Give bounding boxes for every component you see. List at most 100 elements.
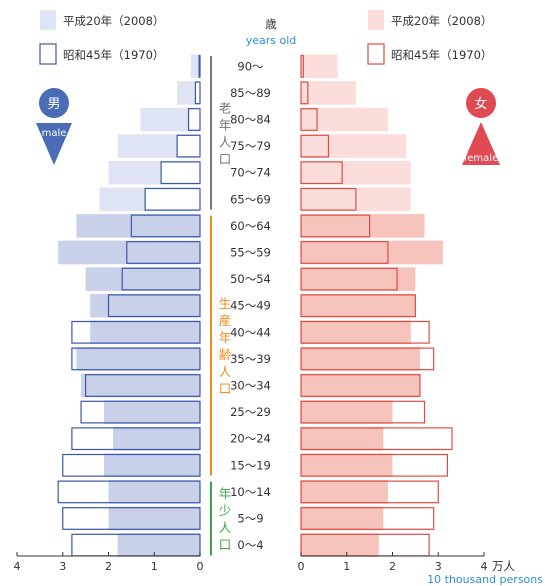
bar-female-2008-3 [301,134,407,158]
age-label-13: 25〜29 [230,405,271,419]
bar-male-1970-6 [130,214,201,238]
bar-female-2008-8 [301,267,416,291]
bar-male-2008-14 [113,426,200,451]
bar-male-1970-11 [71,347,201,371]
bar-female-1970-3 [300,134,330,158]
bar-male-1970-7 [126,241,201,264]
legend-right: 平成20年（2008） 昭和45年（1970） [367,10,492,65]
bar-male-1970-8 [121,267,201,291]
bar-female-2008-0 [301,54,338,79]
male-symbol: 男 [47,97,60,112]
group-label-2-char-1: 少 [219,503,232,518]
female-label: female [464,153,498,164]
age-label-14: 20〜24 [230,432,271,446]
bars-layer [57,54,453,557]
legend-swatch-1970-male [39,43,57,65]
group-label-2-char-3: 口 [219,537,232,552]
age-label-1: 85〜89 [230,86,271,100]
bar-female-1970-8 [300,267,398,291]
group-label-0-char-2: 人 [219,134,232,149]
bar-male-1970-12 [85,374,201,397]
bar-male-2008-9 [90,293,200,318]
group-label-2-char-2: 人 [219,520,232,535]
bar-male-1970-3 [176,134,201,158]
age-label-0: 90〜 [237,59,264,73]
age-label-7: 55〜59 [230,246,271,260]
bar-female-2008-9 [301,293,416,318]
tick-label-left-4: 4 [14,560,21,573]
bar-female-1970-14 [300,427,453,451]
bar-female-2008-10 [301,320,411,345]
bar-male-1970-5 [144,187,201,211]
group-label-1-char-2: 年 [219,330,232,345]
x-axes: 4 3 2 1 0 0 1 2 3 4 [14,552,488,573]
bar-female-2008-12 [301,373,420,398]
bar-male-2008-1 [177,81,200,105]
group-label-2-char-0: 年 [219,486,232,501]
bar-male-2008-10 [90,320,200,345]
bar-female-2008-13 [301,400,393,424]
x-unit-subtitle: 10 thousand persons [427,573,543,586]
bar-male-2008-13 [103,400,200,424]
bar-male-2008-11 [76,347,200,371]
bar-female-1970-17 [300,507,435,530]
legend-label-2008-male: 平成20年（2008） [63,14,164,28]
bar-female-1970-13 [300,400,426,424]
bar-female-2008-16 [301,480,388,504]
bar-male-1970-13 [80,400,201,424]
group-label-1-char-0: 生 [219,296,232,311]
tick-label-left-0: 0 [197,560,204,573]
group-label-1-char-1: 産 [219,313,232,328]
group-label-0-char-0: 老 [219,100,232,115]
legend-label-1970-male: 昭和45年（1970） [63,48,164,62]
age-label-11: 35〜39 [230,352,271,366]
age-label-3: 75〜79 [230,139,271,153]
age-label-18: 0〜4 [237,538,263,552]
bar-male-2008-15 [103,453,200,478]
legend-left: 平成20年（2008） 昭和45年（1970） [39,10,164,65]
bar-female-1970-9 [300,294,416,318]
female-symbol-icon: 女 female [462,88,500,165]
age-label-6: 60〜64 [230,219,271,233]
bar-female-1970-5 [300,187,357,211]
bar-female-2008-11 [301,347,420,371]
group-label-1-char-4: 人 [219,364,232,379]
age-label-9: 45〜49 [230,299,271,313]
tick-label-right-4: 4 [481,560,488,573]
bar-female-2008-1 [301,81,356,105]
bar-male-1970-16 [57,480,201,504]
bar-male-2008-16 [108,480,200,504]
bar-female-1970-0 [300,54,304,78]
bar-female-2008-17 [301,506,384,531]
age-label-4: 70〜74 [230,166,271,180]
age-axis-subtitle: years old [246,34,297,47]
bar-male-1970-18 [71,533,201,557]
bar-female-2008-14 [301,426,384,451]
bar-male-1970-0 [198,54,201,78]
bar-male-1970-15 [62,453,201,477]
bar-male-1970-17 [62,507,201,530]
bar-female-2008-18 [301,533,379,557]
age-label-2: 80〜84 [230,113,271,127]
bar-female-2008-2 [301,107,388,132]
bar-male-1970-4 [160,161,201,185]
bar-male-2008-6 [76,214,200,238]
group-label-1-char-5: 口 [219,381,232,396]
bar-male-2008-2 [140,107,200,132]
age-label-17: 5〜9 [237,512,263,526]
group-label-0-char-1: 年 [219,117,232,132]
legend-label-1970-female: 昭和45年（1970） [391,48,492,62]
bar-male-2008-17 [108,506,200,531]
bar-female-1970-1 [300,81,309,105]
age-label-5: 65〜69 [230,192,271,206]
legend-swatch-2008-female [368,10,384,30]
tick-label-right-3: 3 [435,560,442,573]
bar-female-2008-4 [301,160,411,185]
age-label-8: 50〜54 [230,272,271,286]
bar-male-1970-2 [187,108,201,131]
tick-label-right-1: 1 [343,560,350,573]
legend-swatch-1970-female [367,43,385,65]
bar-female-1970-15 [300,453,448,477]
bar-male-2008-8 [85,267,200,291]
